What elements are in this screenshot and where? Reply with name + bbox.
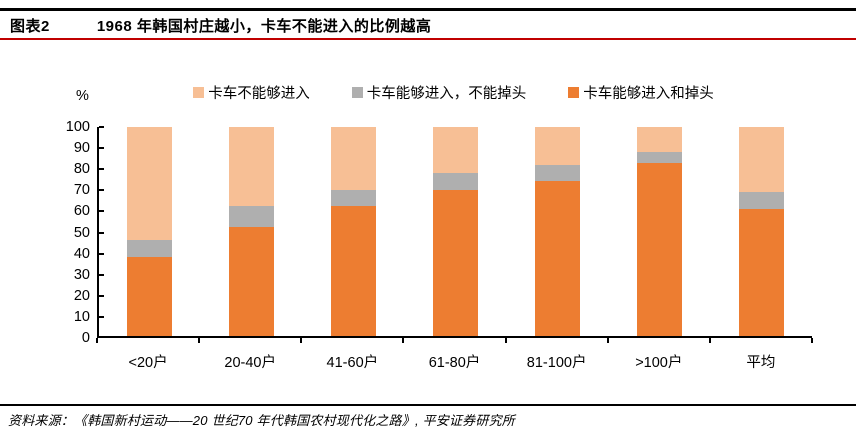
bar-segment bbox=[738, 127, 784, 192]
bar-segment bbox=[738, 191, 784, 209]
legend-swatch-icon bbox=[193, 87, 205, 98]
legend-item: 卡车不能够进入 bbox=[193, 82, 310, 103]
y-tick-label: 20 bbox=[73, 287, 90, 304]
bar-segment bbox=[636, 162, 682, 336]
y-tick-mark bbox=[99, 126, 104, 128]
stacked-bar bbox=[738, 127, 784, 336]
bar-slot bbox=[201, 127, 303, 336]
stacked-bar bbox=[433, 127, 478, 336]
bar-segment bbox=[738, 208, 784, 336]
bar-segment bbox=[534, 181, 580, 336]
bar-segment bbox=[127, 127, 173, 240]
bar-segment bbox=[229, 227, 275, 336]
y-tick-label: 10 bbox=[73, 308, 90, 325]
bar-segment bbox=[127, 256, 173, 336]
bar-slot bbox=[405, 127, 507, 336]
x-tick-mark bbox=[606, 338, 609, 343]
y-tick-mark bbox=[99, 294, 104, 297]
bar-segment bbox=[229, 127, 275, 207]
y-tick-mark bbox=[99, 315, 104, 318]
bar-segment bbox=[636, 127, 682, 153]
legend-item: 卡车能够进入，不能掉头 bbox=[351, 82, 527, 103]
bar-slot bbox=[99, 127, 201, 336]
x-tick-mark bbox=[811, 338, 813, 343]
bar-segment bbox=[433, 127, 478, 173]
legend-label: 卡车能够进入和掉头 bbox=[583, 86, 714, 102]
figure-header: 图表2 1968 年韩国村庄越小，卡车不能进入的比例越高 bbox=[10, 15, 850, 36]
y-tick-label: 100 bbox=[65, 119, 90, 135]
figure-label: 图表2 bbox=[10, 18, 50, 35]
legend-swatch-icon bbox=[351, 87, 363, 98]
bar-slot bbox=[710, 127, 812, 336]
figure-title: 1968 年韩国村庄越小，卡车不能进入的比例越高 bbox=[96, 18, 432, 35]
y-tick-label: 30 bbox=[73, 266, 90, 283]
y-tick-label: 90 bbox=[73, 140, 90, 157]
stacked-bar bbox=[229, 127, 275, 336]
x-tick-mark bbox=[402, 338, 405, 343]
bar-segment bbox=[534, 164, 580, 182]
y-tick-mark bbox=[99, 147, 104, 150]
y-tick-label: 40 bbox=[73, 245, 90, 262]
legend-swatch-icon bbox=[568, 87, 580, 98]
y-tick-mark bbox=[99, 273, 104, 276]
y-tick-mark bbox=[99, 231, 104, 234]
x-tick-mark bbox=[708, 338, 711, 343]
bar-segment bbox=[229, 206, 275, 228]
y-tick-mark bbox=[99, 189, 104, 192]
bar-segment bbox=[433, 189, 478, 336]
bar-slot bbox=[506, 127, 608, 336]
y-tick-mark bbox=[99, 168, 104, 171]
chart-legend: 卡车不能够进入 卡车能够进入，不能掉头 卡车能够进入和掉头 bbox=[95, 82, 812, 103]
x-category-label: 61-80户 bbox=[428, 355, 481, 371]
bar-segment bbox=[636, 152, 682, 163]
stacked-bar bbox=[331, 127, 377, 336]
bar-segment bbox=[331, 127, 377, 190]
y-axis-unit-label: % bbox=[76, 88, 89, 104]
y-tick-label: 80 bbox=[73, 161, 90, 178]
bar-segment bbox=[331, 189, 377, 207]
y-tick-mark bbox=[99, 210, 104, 213]
y-tick-mark bbox=[99, 252, 104, 255]
y-tick-label: 60 bbox=[73, 203, 90, 220]
x-tick-mark bbox=[96, 338, 98, 343]
bar-segment bbox=[534, 127, 580, 165]
y-tick-label: 0 bbox=[81, 330, 90, 346]
y-tick-label: 50 bbox=[73, 224, 90, 241]
red-rule bbox=[0, 38, 856, 40]
legend-item: 卡车能够进入和掉头 bbox=[568, 82, 714, 103]
bar-segment bbox=[127, 239, 173, 257]
bar-slot bbox=[608, 127, 710, 336]
x-category-label: 20-40户 bbox=[224, 355, 276, 371]
y-tick-label: 70 bbox=[73, 182, 90, 199]
top-rule bbox=[0, 8, 856, 11]
legend-label: 卡车能够进入，不能掉头 bbox=[366, 86, 527, 102]
x-tick-mark bbox=[300, 338, 303, 343]
x-category-label: <20户 bbox=[128, 355, 168, 371]
legend-label: 卡车不能够进入 bbox=[208, 86, 310, 102]
x-category-label: >100户 bbox=[635, 355, 683, 371]
bar-segment bbox=[433, 172, 478, 190]
x-category-label: 平均 bbox=[746, 355, 776, 371]
plot-area bbox=[97, 127, 812, 338]
source-line: 资料来源：《韩国新村运动——20 世纪70 年代韩国农村现代化之路》, 平安证券… bbox=[8, 413, 515, 428]
stacked-bar bbox=[636, 127, 682, 336]
x-tick-mark bbox=[198, 338, 201, 343]
bar-segment bbox=[331, 206, 377, 336]
stacked-bar bbox=[127, 127, 173, 336]
bottom-rule bbox=[0, 404, 856, 406]
stacked-bar bbox=[534, 127, 580, 336]
bar-slot bbox=[303, 127, 405, 336]
x-category-label: 41-60户 bbox=[326, 355, 379, 371]
x-tick-mark bbox=[504, 338, 507, 343]
x-category-label: 81-100户 bbox=[526, 355, 587, 371]
